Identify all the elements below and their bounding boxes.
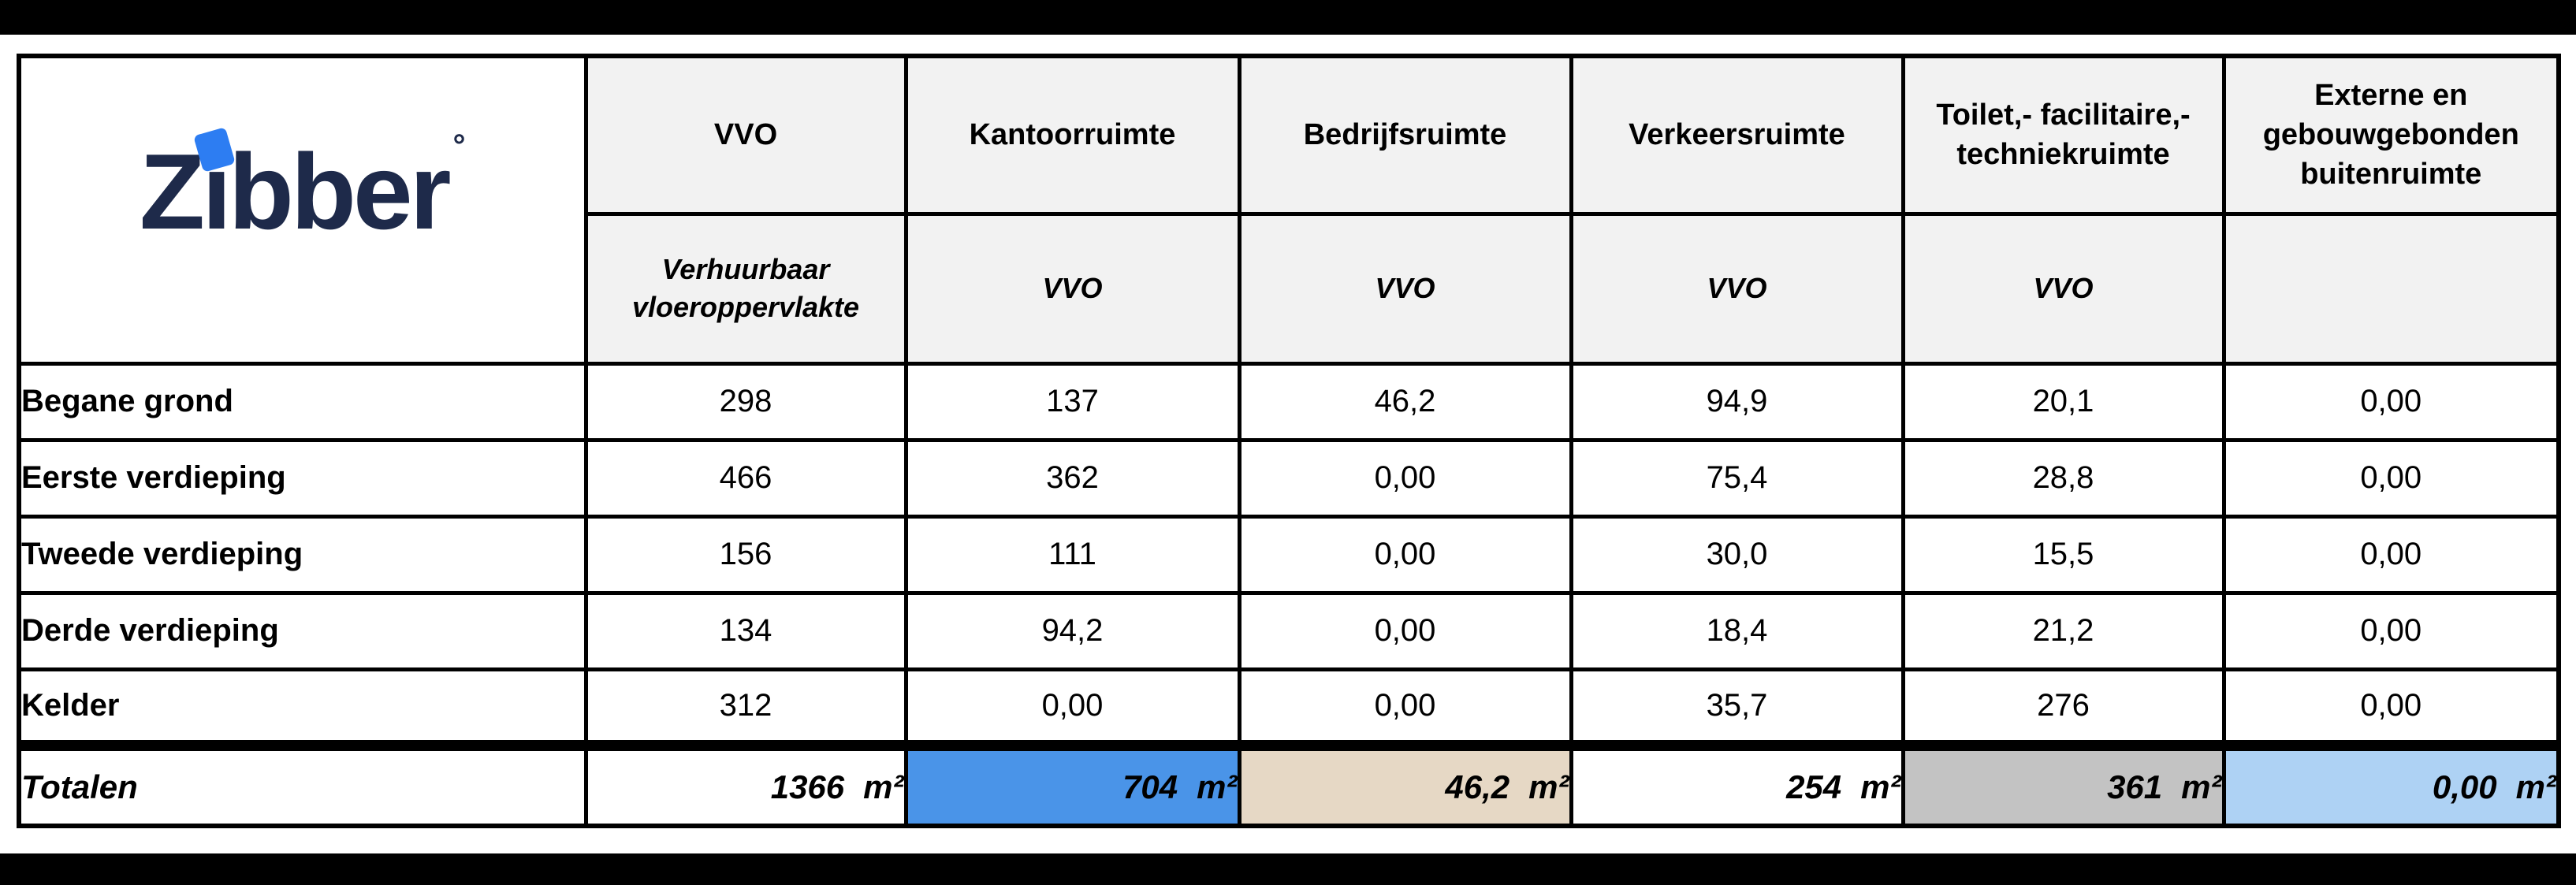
cell-externe: 0,00 bbox=[2221, 361, 2561, 442]
total-externe: 0,00 m² bbox=[2221, 740, 2561, 828]
cell-bedrijfsruimte: 0,00 bbox=[1237, 590, 1573, 671]
total-bedrijfsruimte: 46,2 m² bbox=[1237, 740, 1573, 828]
cell-verkeersruimte: 35,7 bbox=[1569, 667, 1905, 748]
subheader-externe-blank bbox=[2221, 211, 2561, 366]
cell-kantoorruimte: 94,2 bbox=[903, 590, 1241, 671]
cell-externe: 0,00 bbox=[2221, 437, 2561, 519]
header-vvo: VVO bbox=[583, 54, 908, 216]
header-externe-buitenruimte: Externe en gebouwgebonden buitenruimte bbox=[2221, 54, 2561, 216]
cell-kantoorruimte: 0,00 bbox=[903, 667, 1241, 748]
cell-vvo: 156 bbox=[583, 514, 908, 595]
cell-bedrijfsruimte: 46,2 bbox=[1237, 361, 1573, 442]
row-eerste-verdieping: Eerste verdieping 466 362 0,00 75,4 28,8… bbox=[17, 437, 2561, 519]
row-kelder: Kelder 312 0,00 0,00 35,7 276 0,00 bbox=[17, 667, 2561, 748]
total-vvo: 1366 m² bbox=[583, 740, 908, 828]
row-label: Kelder bbox=[17, 667, 588, 748]
cell-verkeersruimte: 94,9 bbox=[1569, 361, 1905, 442]
row-label: Begane grond bbox=[17, 361, 588, 442]
total-toilet: 361 m² bbox=[1900, 740, 2226, 828]
cell-toilet: 28,8 bbox=[1900, 437, 2226, 519]
cell-externe: 0,00 bbox=[2221, 590, 2561, 671]
totals-label: Totalen bbox=[17, 740, 588, 828]
header-kantoorruimte: Kantoorruimte bbox=[903, 54, 1241, 216]
cell-externe: 0,00 bbox=[2221, 667, 2561, 748]
unit-m2: m² bbox=[2515, 768, 2556, 805]
zibber-logo: Zı bber ° bbox=[140, 127, 466, 245]
total-kantoorruimte: 704 m² bbox=[903, 740, 1241, 828]
row-derde-verdieping: Derde verdieping 134 94,2 0,00 18,4 21,2… bbox=[17, 590, 2561, 671]
unit-m2: m² bbox=[1197, 768, 1238, 805]
subheader-bedrijfsruimte-vvo: VVO bbox=[1237, 211, 1573, 366]
cell-externe: 0,00 bbox=[2221, 514, 2561, 595]
logo-degree-mark: ° bbox=[452, 128, 466, 164]
cell-vvo: 134 bbox=[583, 590, 908, 671]
cell-toilet: 20,1 bbox=[1900, 361, 2226, 442]
subheader-verhuurbaar-vloeroppervlakte: Verhuurbaar vloeroppervlakte bbox=[583, 211, 908, 366]
floor-area-table: Zı bber ° VVO Kantoorruimte Bedrijfsruimte… bbox=[17, 54, 2561, 828]
subheader-kantoorruimte-vvo: VVO bbox=[903, 211, 1241, 366]
row-label: Derde verdieping bbox=[17, 590, 588, 671]
cell-toilet: 21,2 bbox=[1900, 590, 2226, 671]
cell-toilet: 15,5 bbox=[1900, 514, 2226, 595]
row-totalen: Totalen 1366 m² 704 m² 46,2 m² 254 m² 361 m² … bbox=[17, 740, 2561, 828]
row-tweede-verdieping: Tweede verdieping 156 111 0,00 30,0 15,5… bbox=[17, 514, 2561, 595]
header-toilet-facilitaire-techniekruimte: Toilet,- facilitaire,- techniekruimte bbox=[1900, 54, 2226, 216]
unit-m2: m² bbox=[1860, 768, 1901, 805]
cell-kantoorruimte: 111 bbox=[903, 514, 1241, 595]
cell-vvo: 298 bbox=[583, 361, 908, 442]
header-row-subtitles: Verhuurbaar vloeroppervlakte VVO VVO VVO… bbox=[19, 211, 2561, 366]
header-bedrijfsruimte: Bedrijfsruimte bbox=[1237, 54, 1573, 216]
cell-kantoorruimte: 137 bbox=[903, 361, 1241, 442]
cell-kantoorruimte: 362 bbox=[903, 437, 1241, 519]
subheader-toilet-vvo: VVO bbox=[1900, 211, 2226, 366]
cell-verkeersruimte: 30,0 bbox=[1569, 514, 1905, 595]
row-begane-grond: Begane grond 298 137 46,2 94,9 20,1 0,00 bbox=[17, 361, 2561, 442]
unit-m2: m² bbox=[1528, 768, 1569, 805]
cell-vvo: 466 bbox=[583, 437, 908, 519]
header-verkeersruimte: Verkeersruimte bbox=[1569, 54, 1905, 216]
cell-bedrijfsruimte: 0,00 bbox=[1237, 667, 1573, 748]
unit-m2: m² bbox=[2181, 768, 2222, 805]
cell-verkeersruimte: 18,4 bbox=[1569, 590, 1905, 671]
document-page: Zı bber ° VVO Kantoorruimte Bedrijfsruimte… bbox=[0, 35, 2576, 853]
row-label: Eerste verdieping bbox=[17, 437, 588, 519]
cell-bedrijfsruimte: 0,00 bbox=[1237, 437, 1573, 519]
total-verkeersruimte: 254 m² bbox=[1569, 740, 1905, 828]
unit-m2: m² bbox=[863, 768, 904, 805]
cell-vvo: 312 bbox=[583, 667, 908, 748]
cell-verkeersruimte: 75,4 bbox=[1569, 437, 1905, 519]
cell-toilet: 276 bbox=[1900, 667, 2226, 748]
header-row-titles: Zı bber ° VVO Kantoorruimte Bedrijfsruimte… bbox=[17, 54, 2561, 366]
zibber-logo-text: Zı bber ° bbox=[139, 127, 466, 252]
subheader-verkeersruimte-vvo: VVO bbox=[1569, 211, 1905, 366]
row-label: Tweede verdieping bbox=[17, 514, 588, 595]
logo-cell: Zı bber ° bbox=[17, 54, 588, 366]
cell-bedrijfsruimte: 0,00 bbox=[1237, 514, 1573, 595]
